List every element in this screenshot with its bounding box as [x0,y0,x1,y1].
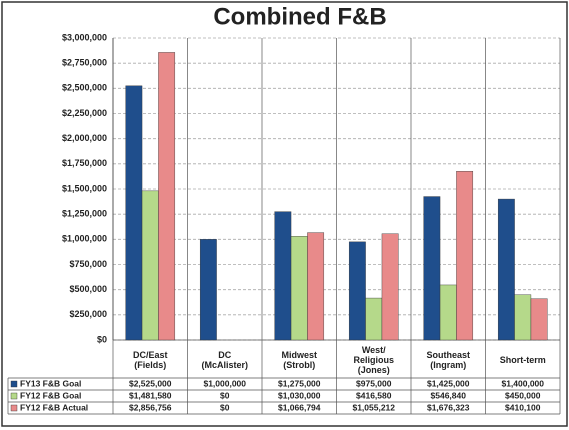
value-label: $1,066,794 [278,402,321,412]
y-tick-label: $2,750,000 [62,58,107,68]
value-label: $2,856,756 [129,402,172,412]
legend-label: FY12 F&B Actual [20,402,88,412]
value-label: $1,676,323 [427,402,470,412]
legend-label: FY12 F&B Goal [20,390,81,400]
bar [348,241,366,341]
y-tick-label: $750,000 [69,259,107,269]
bar [514,294,532,341]
bar [307,232,325,341]
value-label: $2,525,000 [129,378,172,388]
y-tick-label: $1,000,000 [62,234,107,244]
y-tick-label: $2,000,000 [62,133,107,143]
y-tick-label: $1,750,000 [62,158,107,168]
x-tick-label: Short-term [499,355,546,365]
x-tick-label: DC (McAlister) [201,350,248,370]
value-label: $975,000 [356,378,392,388]
bar [158,52,176,341]
legend-swatch [10,380,18,388]
value-label: $1,030,000 [278,390,321,400]
value-label: $0 [220,390,230,400]
y-tick-label: $2,500,000 [62,83,107,93]
y-tick-label: $2,250,000 [62,108,107,118]
bar [456,171,474,341]
value-label: $546,840 [431,390,467,400]
bar [141,190,159,341]
value-label: $450,000 [505,390,541,400]
value-label: $1,481,580 [129,390,172,400]
bar [381,233,399,341]
legend-swatch [10,392,18,400]
y-tick-label: $3,000,000 [62,32,107,42]
bar [274,211,292,341]
y-tick-label: $0 [97,334,107,344]
x-tick-label: Southeast (Ingram) [426,350,470,370]
bar [423,196,441,341]
bar [439,284,457,341]
y-tick-label: $1,250,000 [62,209,107,219]
chart-title: Combined F&B [213,3,386,30]
bar [530,298,548,341]
legend-label: FY13 F&B Goal [20,378,81,388]
value-label: $416,580 [356,390,392,400]
y-tick-label: $250,000 [69,309,107,319]
y-tick-label: $500,000 [69,284,107,294]
legend-swatch [10,404,18,412]
bar [497,198,515,341]
value-label: $1,400,000 [501,378,544,388]
x-tick-label: DC/East (Fields) [132,350,168,370]
value-label: $1,000,000 [203,378,246,388]
bar [365,297,383,341]
bar [199,239,217,341]
x-tick-label: Midwest (Strobl) [281,350,317,370]
bar [125,85,143,341]
value-label: $1,275,000 [278,378,321,388]
y-tick-label: $1,500,000 [62,183,107,193]
value-label: $1,425,000 [427,378,470,388]
value-label: $0 [220,402,230,412]
x-tick-label: West/ Religious (Jones) [353,345,394,375]
bar [290,236,308,341]
value-label: $410,100 [505,402,541,412]
value-label: $1,055,212 [352,402,395,412]
